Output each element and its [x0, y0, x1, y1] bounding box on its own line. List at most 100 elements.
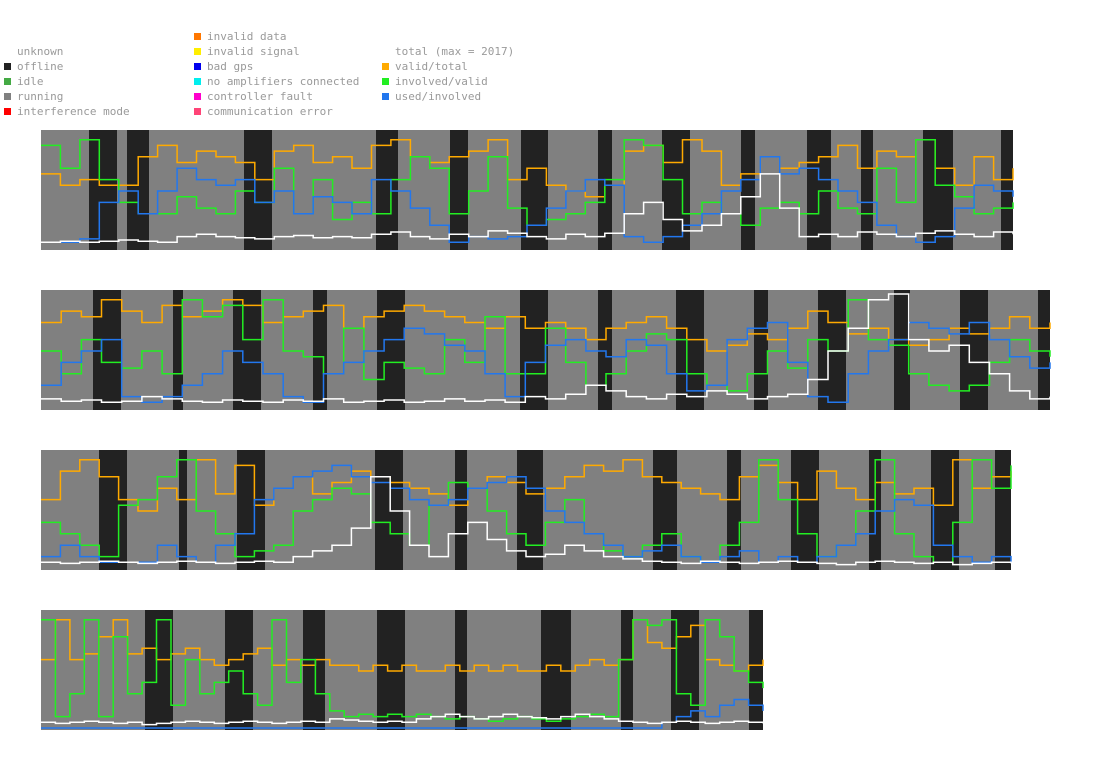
- status-segment-offline: [754, 290, 768, 410]
- status-segment-running: [325, 610, 377, 730]
- series-line-used-involved: [41, 464, 1012, 564]
- status-segment-offline: [520, 290, 548, 410]
- legend-swatch: [4, 93, 11, 100]
- status-segment-running: [467, 610, 541, 730]
- status-segment-offline: [598, 290, 612, 410]
- status-segment-running: [173, 610, 225, 730]
- status-segment-running: [41, 610, 145, 730]
- status-segment-running: [117, 130, 127, 250]
- status-segment-running: [127, 450, 179, 570]
- status-segment-running: [873, 130, 923, 250]
- status-segment-offline: [313, 290, 327, 410]
- status-segment-running: [741, 450, 791, 570]
- status-segment-offline: [179, 450, 187, 570]
- status-segment-running: [253, 610, 303, 730]
- legend-label: running: [17, 90, 64, 103]
- status-segment-running: [548, 130, 598, 250]
- status-segment-running: [755, 130, 807, 250]
- status-segment-running: [548, 290, 598, 410]
- legend-item: used/involved: [382, 89, 481, 104]
- series-line-total: [41, 713, 764, 726]
- status-segment-running: [265, 450, 375, 570]
- status-segment-running: [467, 450, 517, 570]
- legend-item: unknown: [4, 44, 63, 59]
- status-segment-running: [149, 130, 244, 250]
- legend-swatch: [194, 33, 201, 40]
- legend-swatch: [382, 93, 389, 100]
- legend-item: total (max = 2017): [382, 44, 514, 59]
- legend-label: controller fault: [207, 90, 313, 103]
- legend-item: interference mode: [4, 104, 130, 119]
- legend-label: no amplifiers connected: [207, 75, 360, 88]
- series-line-used-involved: [41, 698, 764, 729]
- legend-item: invalid data: [194, 29, 286, 44]
- status-segment-offline: [376, 130, 398, 250]
- status-segment-offline: [807, 130, 831, 250]
- status-segment-offline: [450, 130, 468, 250]
- status-segment-running: [633, 610, 671, 730]
- legend-swatch: [194, 108, 201, 115]
- status-segment-offline: [225, 610, 253, 730]
- status-segment-offline: [818, 290, 846, 410]
- status-segment-running: [187, 450, 237, 570]
- status-segment-running: [910, 290, 960, 410]
- status-segment-offline: [93, 290, 121, 410]
- status-segment-running: [405, 610, 455, 730]
- legend-swatch: [4, 78, 11, 85]
- status-segment-running: [41, 130, 89, 250]
- legend-label: involved/valid: [395, 75, 488, 88]
- legend-swatch: [4, 108, 11, 115]
- series-line-used-involved: [41, 321, 1051, 404]
- status-segment-offline: [727, 450, 741, 570]
- status-segment-offline: [127, 130, 149, 250]
- status-segment-running: [831, 130, 861, 250]
- status-segment-running: [819, 450, 869, 570]
- status-segment-running: [121, 290, 173, 410]
- status-segment-offline: [89, 130, 117, 250]
- status-segment-offline: [455, 450, 467, 570]
- legend-swatch: [382, 63, 389, 70]
- status-segment-running: [846, 290, 894, 410]
- status-segment-offline: [377, 290, 405, 410]
- status-segment-offline: [861, 130, 873, 250]
- legend-label: idle: [17, 75, 44, 88]
- status-segment-running: [272, 130, 376, 250]
- legend-item: communication error: [194, 104, 333, 119]
- status-segment-offline: [960, 290, 988, 410]
- status-segment-offline: [521, 130, 548, 250]
- status-segment-offline: [662, 130, 690, 250]
- status-segment-running: [543, 450, 653, 570]
- status-segment-running: [571, 610, 621, 730]
- strip-row-4: [41, 610, 764, 730]
- status-segment-offline: [244, 130, 272, 250]
- status-segment-offline: [237, 450, 265, 570]
- status-segment-running: [41, 450, 99, 570]
- legend-label: invalid signal: [207, 45, 300, 58]
- status-segment-offline: [303, 610, 325, 730]
- status-segment-running: [398, 130, 450, 250]
- legend-swatch: [194, 78, 201, 85]
- legend-item: running: [4, 89, 63, 104]
- status-segment-running: [327, 290, 377, 410]
- status-segment-offline: [233, 290, 261, 410]
- status-segment-running: [677, 450, 727, 570]
- legend-label: valid/total: [395, 60, 468, 73]
- status-segment-running: [405, 290, 520, 410]
- status-segment-offline: [1001, 130, 1013, 250]
- legend-swatch: [194, 93, 201, 100]
- legend-item: idle: [4, 74, 44, 89]
- series-line-total: [41, 476, 1012, 566]
- legend-item: invalid signal: [194, 44, 300, 59]
- legend-label: total (max = 2017): [395, 45, 515, 58]
- status-segment-running: [612, 290, 676, 410]
- legend-item: offline: [4, 59, 63, 74]
- status-segment-running: [468, 130, 521, 250]
- status-segment-offline: [455, 610, 467, 730]
- legend-item: no amplifiers connected: [194, 74, 359, 89]
- status-segment-offline: [676, 290, 704, 410]
- status-segment-running: [41, 290, 93, 410]
- status-segment-offline: [653, 450, 677, 570]
- legend-swatch: [4, 63, 11, 70]
- legend-label: bad gps: [207, 60, 254, 73]
